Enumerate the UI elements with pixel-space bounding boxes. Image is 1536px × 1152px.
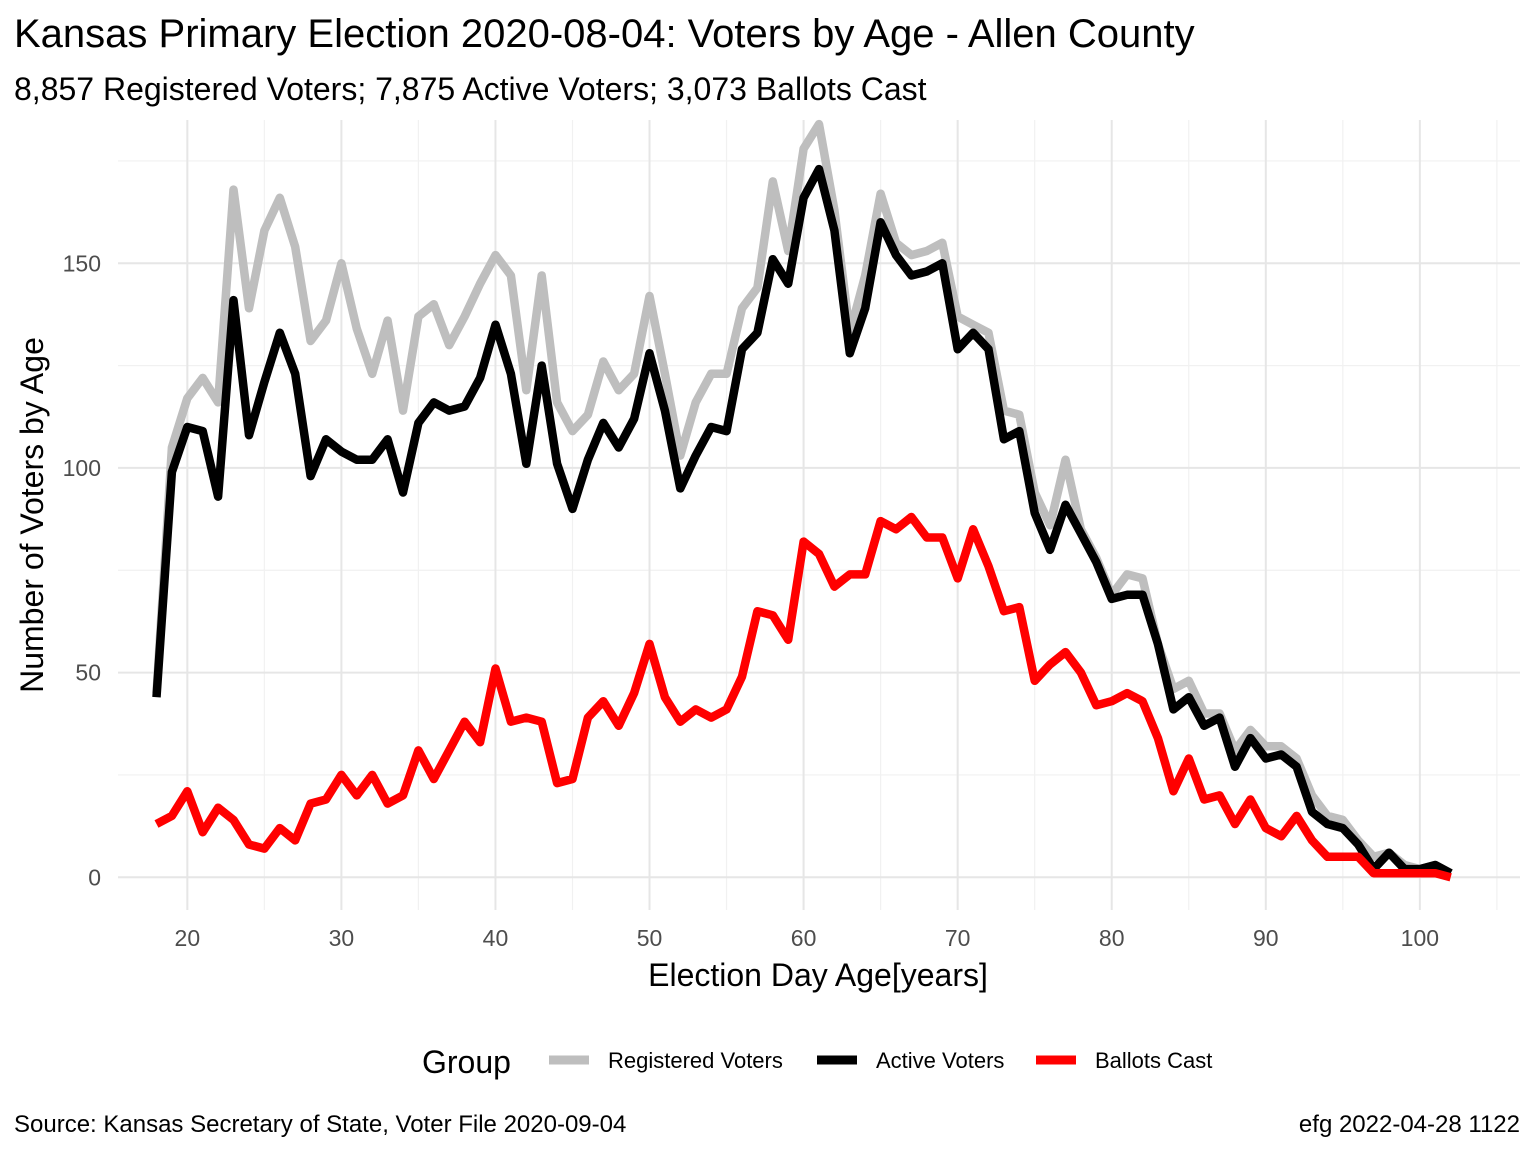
legend-title: Group [422,1044,511,1080]
legend: Group Registered Voters Active Voters Ball… [422,1044,1212,1080]
x-tick-labels: 20 30 40 50 60 70 80 90 100 [175,925,1440,951]
x-tick-label: 70 [945,925,971,951]
chart-subtitle: 8,857 Registered Voters; 7,875 Active Vo… [14,71,927,107]
chart-title: Kansas Primary Election 2020-08-04: Vote… [14,12,1195,56]
legend-label-registered-voters: Registered Voters [608,1048,783,1073]
footer-credit: efg 2022-04-28 1122 [1299,1111,1520,1138]
x-tick-label: 60 [791,925,817,951]
x-axis-label: Election Day Age[years] [648,957,988,993]
plot-area [118,119,1520,910]
x-tick-label: 30 [329,925,355,951]
legend-label-active-voters: Active Voters [876,1048,1004,1073]
series-line-ballots-cast [154,512,1452,882]
x-tick-label: 40 [483,925,509,951]
footer-source: Source: Kansas Secretary of State, Voter… [14,1111,626,1138]
y-tick-label: 50 [75,660,101,686]
series-lines [152,119,1453,882]
x-tick-label: 20 [175,925,201,951]
x-tick-label: 50 [637,925,663,951]
x-tick-label: 80 [1099,925,1125,951]
y-tick-label: 0 [88,864,101,890]
legend-items: Registered Voters Active Voters Ballots Ca… [549,1048,1212,1073]
y-tick-label: 100 [63,455,101,481]
legend-label-ballots-cast: Ballots Cast [1095,1048,1212,1073]
grid-major [118,120,1520,910]
y-tick-labels: 0 50 100 150 [63,250,101,890]
series-line-active-voters [152,164,1453,877]
series-line-registered-voters [152,119,1453,877]
x-tick-label: 100 [1401,925,1439,951]
y-tick-label: 150 [63,250,101,276]
x-tick-label: 90 [1253,925,1279,951]
y-axis-label: Number of Voters by Age [14,337,50,693]
